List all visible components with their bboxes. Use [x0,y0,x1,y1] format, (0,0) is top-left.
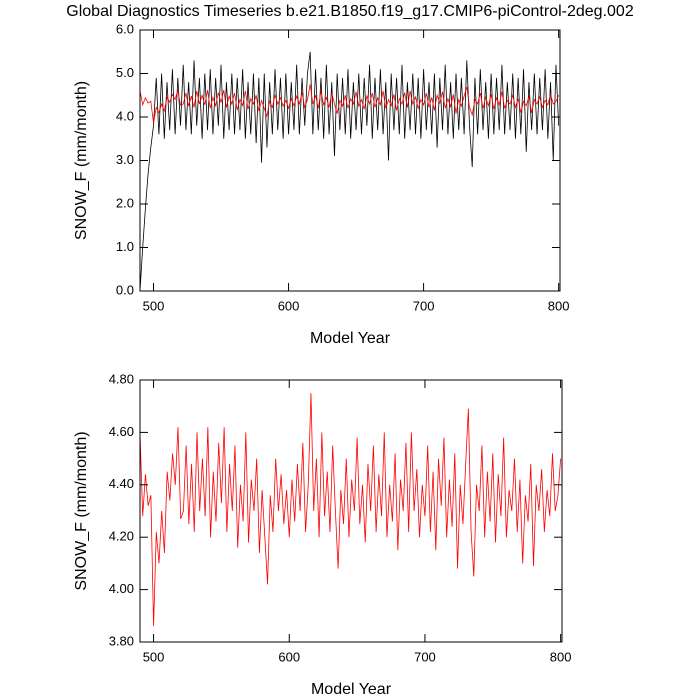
x-tick-label: 600 [278,298,300,313]
y-tick-label: 4.0 [116,108,134,123]
y-tick-label: 2.0 [116,195,134,210]
data-line [139,84,560,124]
y-tick-label: 6.0 [116,21,134,36]
x-tick-label: 600 [278,649,300,664]
y-tick-label: 3.0 [116,152,134,167]
x-tick-label: 800 [550,649,572,664]
x-axis-label: Model Year [310,330,391,347]
y-tick-label: 1.0 [116,239,134,254]
y-tick-label: 4.80 [109,371,134,386]
x-axis-label: Model Year [311,681,392,698]
y-tick-label: 4.20 [109,529,134,544]
y-axis-label: SNOW_F (mm/month) [73,431,90,590]
x-tick-label: 700 [414,649,436,664]
y-tick-label: 3.80 [109,633,134,648]
plot-frame [139,29,561,292]
y-tick-label: 5.0 [116,65,134,80]
chart-title: Global Diagnostics Timeseries b.e21.B185… [66,3,634,20]
data-line [139,51,560,292]
plot-frame [139,379,563,643]
y-tick-label: 4.40 [109,476,134,491]
data-line [139,393,562,627]
x-tick-label: 500 [143,649,165,664]
y-tick-label: 4.00 [109,581,134,596]
x-tick-label: 800 [548,298,570,313]
y-axis-label: SNOW_F (mm/month) [73,81,90,240]
y-tick-label: 4.60 [109,424,134,439]
x-tick-label: 700 [413,298,435,313]
y-tick-label: 0.0 [116,282,134,297]
x-tick-label: 500 [143,298,165,313]
